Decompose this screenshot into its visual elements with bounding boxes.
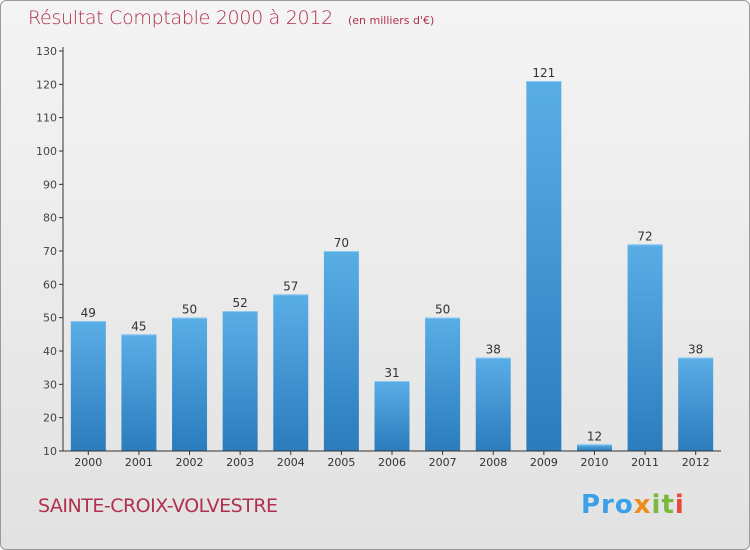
- data-label: 50: [435, 303, 450, 317]
- data-label: 38: [486, 343, 501, 357]
- data-label: 72: [637, 229, 652, 243]
- x-tick-label: 2003: [226, 456, 254, 469]
- x-tick-label: 2011: [631, 456, 659, 469]
- y-tick-label: 60: [43, 278, 57, 291]
- bar: [172, 317, 208, 451]
- data-label: 38: [688, 343, 703, 357]
- chart-title-block: Résultat Comptable 2000 à 2012 (en milli…: [28, 7, 434, 29]
- x-tick-label: 2010: [580, 456, 608, 469]
- data-label: 31: [384, 366, 399, 380]
- bar: [526, 81, 562, 451]
- y-tick-label: 30: [43, 378, 57, 391]
- bar: [425, 317, 461, 451]
- x-tick-label: 2009: [530, 456, 558, 469]
- data-label: 57: [283, 279, 298, 293]
- y-axis: 10 20 30 40 50 60 70 80 90 100 110 120 130: [36, 45, 64, 458]
- x-tick-label: 2007: [429, 456, 457, 469]
- data-label: 121: [532, 66, 555, 80]
- y-tick-label: 20: [43, 412, 57, 425]
- logo-part: Pro: [581, 490, 634, 520]
- bar: [323, 251, 359, 451]
- data-label: 45: [131, 319, 146, 333]
- y-tick-label: 70: [43, 245, 57, 258]
- bar: [475, 357, 511, 451]
- data-label: 52: [233, 296, 248, 310]
- data-label: 12: [587, 429, 602, 443]
- logo-part: x: [633, 490, 652, 520]
- x-tick-label: 2006: [378, 456, 406, 469]
- y-tick-label: 120: [36, 78, 57, 91]
- bar: [222, 311, 258, 451]
- bar: [70, 321, 106, 451]
- chart-title: Résultat Comptable 2000 à 2012: [28, 7, 333, 29]
- chart-unit: (en milliers d'€): [347, 14, 435, 27]
- y-tick-label: 100: [36, 145, 57, 158]
- data-label: 49: [81, 306, 96, 320]
- x-tick-label: 2012: [682, 456, 710, 469]
- bar: [678, 357, 714, 451]
- y-tick-label: 50: [43, 312, 57, 325]
- x-axis: 2000 2001 2002 2003 2004 2005 2006 2007 2008 2009…: [63, 450, 721, 469]
- town-name: SAINTE-CROIX-VOLVESTRE: [38, 495, 278, 517]
- bar: [121, 334, 157, 451]
- x-tick-label: 2001: [125, 456, 153, 469]
- bar: [374, 381, 410, 451]
- x-tick-label: 2000: [74, 456, 102, 469]
- x-tick-label: 2008: [479, 456, 507, 469]
- data-label: 70: [334, 236, 349, 250]
- bar-series: 49 45 50 52 57 70 31 50 38 121 12 72 38: [70, 66, 714, 451]
- x-tick-label: 2002: [176, 456, 204, 469]
- y-tick-label: 80: [43, 212, 57, 225]
- y-tick-label: 110: [36, 112, 57, 125]
- bar: [627, 244, 663, 451]
- y-tick-label: 90: [43, 178, 57, 191]
- y-tick-label: 130: [36, 45, 57, 58]
- y-tick-label: 10: [43, 445, 57, 458]
- logo-part: i: [674, 490, 685, 520]
- bar: [273, 294, 309, 451]
- y-tick-label: 40: [43, 345, 57, 358]
- logo-part: it: [651, 490, 675, 520]
- data-label: 50: [182, 303, 197, 317]
- proxiti-logo: Proxiti: [581, 490, 685, 520]
- bar: [576, 444, 612, 451]
- x-tick-label: 2005: [327, 456, 355, 469]
- x-tick-label: 2004: [277, 456, 305, 469]
